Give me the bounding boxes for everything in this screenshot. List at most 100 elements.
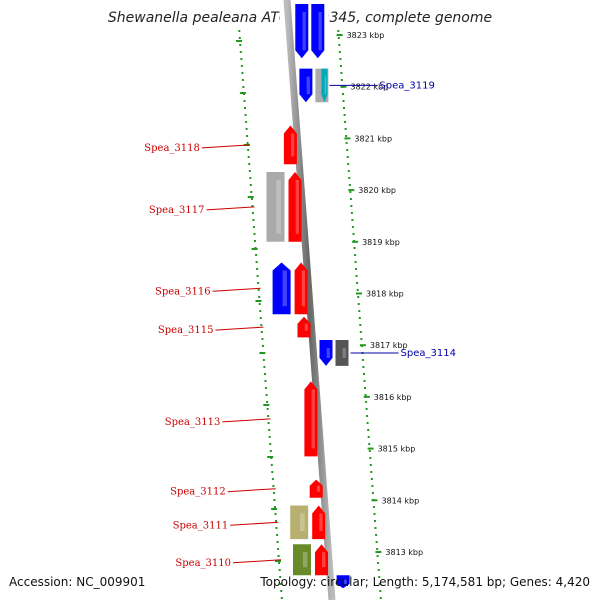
guide-dot-right [344,121,347,123]
gene-unlabeled [311,4,325,59]
gene-unlabeled [315,544,328,576]
tick-mark [375,551,382,553]
guide-dot-left [271,471,274,473]
tick-mark [344,137,351,140]
guide-dot-right [365,401,368,403]
guide-dot-left [248,163,251,165]
tick-mark [367,447,374,450]
gene-highlight [319,513,323,532]
gene-label: Spea_3118 [144,143,200,154]
guide-dot-right [369,464,372,466]
tick-label: 3815 kbp [378,445,416,454]
label-leader [227,488,276,493]
guide-dot-right [370,471,373,473]
scale-ticks: 3823 kbp 3822 kbp 3821 kbp 3820 kbp 3819 kbp… [336,31,423,557]
gene-spea_3114 [335,340,349,366]
guide-dot-left [247,149,250,151]
guide-dot-right [356,282,359,284]
guide-dot-right [379,590,382,592]
guide-dot-left [280,597,283,599]
guide-dot-left [255,261,258,263]
guide-dot-left [263,366,266,368]
guide-dot-left [259,310,262,312]
guide-dash-left [247,196,254,198]
guide-dot-right [346,149,349,151]
tick-label: 3820 kbp [358,186,396,195]
guide-dot-left [252,219,255,221]
guide-dot-right [350,212,353,214]
guide-dot-right [351,226,354,228]
gene-spea_3118 [283,125,297,165]
guide-dot-right [345,142,348,144]
guide-dot-right [365,408,368,410]
guide-dot-left [274,513,277,515]
guide-dot-right [359,331,362,333]
guide-dot-right [352,233,355,235]
guide-dot-right [368,450,371,452]
guide-dash-left [251,248,258,250]
topology-text: Topology: circular; Length: 5,174,581 bp… [260,575,590,589]
gene-label: Spea_3114 [401,348,456,359]
guide-dot-right [348,184,351,186]
gene-label: Spea_3112 [170,487,226,498]
gene-highlight [306,76,310,95]
guide-dot-right [345,135,348,137]
guide-dot-right [377,562,380,564]
guide-dot-right [362,366,365,368]
guide-dot-left [259,317,262,319]
tick-mark [371,499,378,502]
guide-dot-right [370,478,373,480]
guide-dot-left [243,100,246,102]
guide-dot-right [340,72,343,74]
gene-unlabeled [295,4,309,59]
gene-unlabeled [299,68,313,103]
tick-label: 3813 kbp [385,548,423,557]
gene-spea_3116 [272,262,291,315]
guide-dot-right [354,261,357,263]
guide-dot-right [339,58,342,60]
gene-highlight [311,389,315,449]
guide-dot-left [257,289,260,291]
guide-dot-left [269,450,272,452]
guide-dot-right [354,254,357,256]
gene-highlight [304,323,308,331]
label-leader [215,326,264,331]
guide-dot-right [342,93,344,95]
gene-highlight [326,348,330,358]
guide-dot-right [369,457,372,459]
guide-dot-right [371,485,374,487]
guide-dot-left [258,303,261,305]
gene-label: Spea_3111 [173,520,229,531]
tick-mark [340,85,347,88]
guide-dot-left [268,436,271,438]
guide-dot-right [337,37,340,39]
guide-dot-left [241,72,244,74]
guide-dot-right [364,387,366,389]
tick-label: 3821 kbp [354,134,392,143]
dotted-guides [236,30,382,599]
gene-unlabeled [319,340,333,366]
gene-unlabeled [336,575,350,589]
tick-mark [356,292,362,295]
guide-dash-left [271,508,278,510]
guide-dot-left [249,184,252,186]
guide-dot-left [239,51,242,53]
guide-dot-right [367,436,370,438]
guide-dot-left [261,345,264,347]
guide-dot-right [350,205,353,207]
guide-dot-right [355,268,358,270]
guide-dot-left [253,233,256,235]
guide-dot-left [239,44,242,46]
guide-dot-left [280,590,283,592]
guide-dot-left [267,422,270,424]
guide-dot-left [257,282,260,284]
gene-highlight [302,12,306,51]
guide-dot-left [272,485,275,487]
guide-dot-left [258,296,261,298]
guide-dash-left [263,404,270,406]
tick-mark [352,240,359,243]
guide-dot-right [376,555,379,557]
guide-dot-right [347,170,350,172]
gene-highlight [301,270,306,307]
guide-dash-left [255,300,262,302]
